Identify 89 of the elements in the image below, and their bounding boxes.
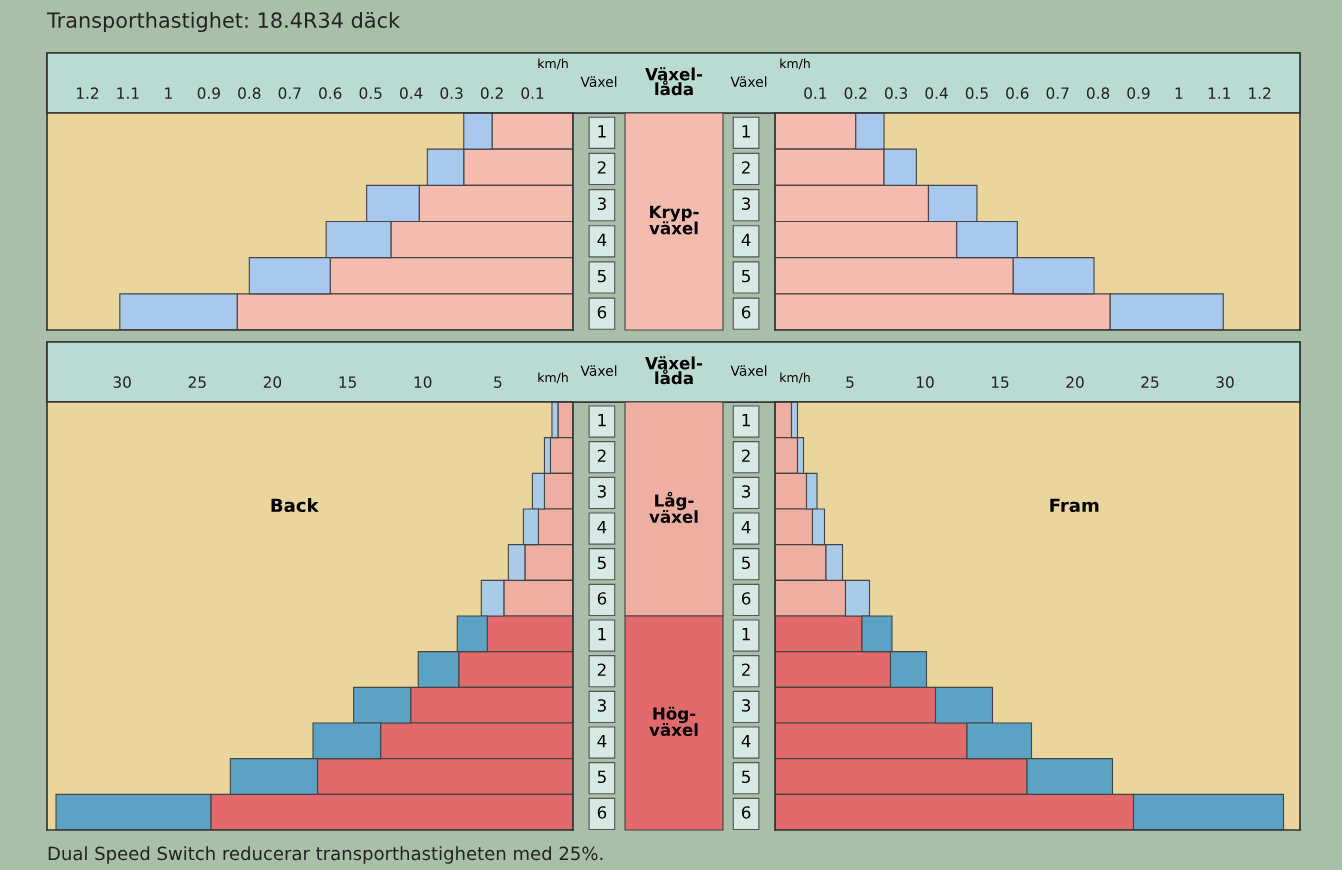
x-tick-label: 1 — [165, 87, 172, 99]
y-tick-label: 5 — [742, 770, 750, 784]
x-tick-label: 20 — [263, 376, 282, 388]
y-tick-label: 2 — [597, 449, 606, 462]
y-tick-label: 5 — [597, 269, 606, 283]
x-tick-label: 0.4 — [925, 87, 948, 99]
text: Dual Speed Switch reducerar transporthastigheten med 25%. — [48, 846, 603, 864]
x-tick-label: 0.2 — [480, 87, 503, 99]
x-tick-label: 20 — [1066, 376, 1084, 388]
x-tick-label: 0.2 — [844, 87, 867, 99]
x-tick-label: 5 — [846, 376, 854, 388]
text: Kryp- växel — [649, 205, 699, 235]
y-tick-label: 1 — [598, 628, 606, 641]
x-tick-label: 10 — [916, 376, 934, 388]
y-tick-label: 1 — [598, 125, 606, 138]
y-tick-label: 6 — [741, 806, 751, 819]
x-tick-label: 0.7 — [278, 87, 301, 99]
x-tick-label: 25 — [1141, 376, 1159, 388]
x-tick-label: 0.1 — [521, 87, 544, 99]
y-tick-label: 3 — [597, 485, 606, 498]
y-axis-title: Växel — [580, 76, 617, 88]
y-tick-label: 5 — [597, 556, 606, 570]
y-tick-label: 4 — [597, 233, 607, 246]
x-tick-label: 0.3 — [440, 87, 463, 99]
y-tick-label: 6 — [597, 592, 607, 605]
y-tick-label: 4 — [597, 735, 607, 748]
y-tick-label: 3 — [597, 197, 606, 210]
y-tick-label: 6 — [741, 305, 751, 319]
y-tick-label: 5 — [742, 556, 750, 570]
y-tick-label: 5 — [597, 770, 606, 784]
y-tick-label: 6 — [597, 806, 607, 819]
y-tick-label: 3 — [742, 485, 751, 498]
y-tick-label: 1 — [742, 628, 750, 641]
y-tick-label: 1 — [742, 125, 750, 138]
y-tick-label: 4 — [741, 233, 751, 246]
text: Hög- växel — [649, 706, 698, 737]
y-tick-label: 2 — [742, 161, 750, 174]
x-tick-label: 1 — [1175, 87, 1183, 99]
text: Transporthastighet: 18.4R34 däck — [46, 11, 401, 33]
x-axis-title: km/h — [538, 372, 568, 384]
x-tick-label: 0.7 — [1046, 87, 1069, 99]
x-tick-label: 1.1 — [117, 87, 139, 99]
x-tick-label: 30 — [113, 376, 131, 388]
x-tick-label: 1.1 — [1208, 87, 1230, 99]
x-axis-title: km/h — [780, 372, 810, 384]
y-tick-label: 2 — [597, 663, 606, 676]
x-tick-label: 0.4 — [400, 87, 423, 99]
y-tick-label: 4 — [741, 521, 751, 534]
y-tick-label: 4 — [741, 735, 751, 748]
text: Låg- växel — [649, 491, 698, 524]
x-tick-label: 0.9 — [1127, 87, 1150, 99]
y-axis-title: Växel — [730, 76, 767, 88]
x-tick-label: 0.8 — [1086, 87, 1110, 99]
x-tick-label: 0.5 — [359, 87, 382, 99]
text: Växel- låda — [645, 356, 703, 385]
text: Back — [271, 498, 319, 513]
x-tick-label: 0.6 — [1006, 87, 1029, 99]
x-tick-label: 0.3 — [885, 87, 908, 99]
y-tick-label: 3 — [742, 197, 751, 210]
y-tick-label: 1 — [598, 414, 606, 427]
x-tick-label: 0.9 — [197, 87, 220, 99]
y-tick-label: 4 — [597, 521, 607, 534]
x-tick-label: 15 — [991, 376, 1009, 388]
x-tick-label: 1.2 — [1249, 87, 1271, 99]
x-tick-label: 0.1 — [804, 87, 827, 99]
x-tick-label: 0.6 — [319, 87, 342, 99]
x-tick-label: 1.2 — [76, 87, 99, 99]
x-tick-label: 10 — [414, 376, 432, 388]
x-tick-label: 0.8 — [238, 87, 261, 99]
x-tick-label: 25 — [188, 376, 206, 388]
x-tick-label: 15 — [339, 376, 356, 388]
x-axis-title: km/h — [538, 58, 568, 70]
y-axis-title: Växel — [730, 365, 767, 377]
y-tick-label: 5 — [742, 269, 750, 283]
y-tick-label: 2 — [742, 663, 750, 676]
text: Fram — [1050, 498, 1099, 513]
y-tick-label: 6 — [741, 592, 751, 605]
y-tick-label: 3 — [742, 699, 751, 712]
y-tick-label: 6 — [597, 305, 607, 319]
y-tick-label: 1 — [742, 414, 750, 427]
y-axis-title: Växel — [580, 365, 617, 377]
y-tick-label: 3 — [597, 699, 606, 712]
y-tick-label: 2 — [742, 449, 750, 462]
y-tick-label: 2 — [597, 161, 606, 174]
text: Växel- låda — [645, 67, 703, 96]
x-tick-label: 30 — [1216, 376, 1234, 388]
x-tick-label: 0.5 — [965, 87, 988, 99]
x-axis-title: km/h — [780, 58, 810, 70]
x-tick-label: 5 — [494, 376, 502, 388]
